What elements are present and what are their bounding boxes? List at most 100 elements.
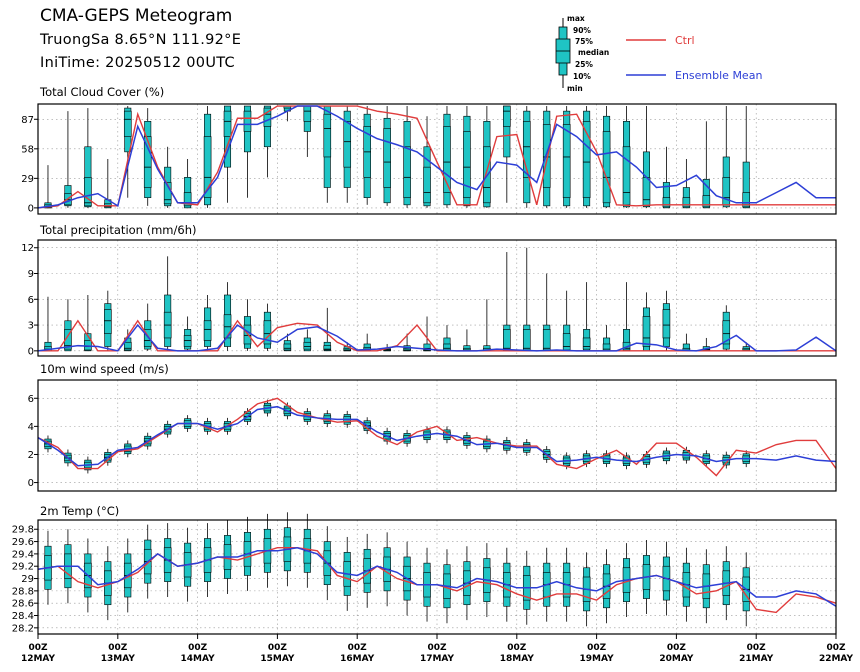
box-inner bbox=[64, 329, 72, 350]
panel-frame bbox=[37, 103, 837, 215]
box-outer bbox=[84, 146, 92, 208]
box-inner bbox=[522, 329, 531, 351]
box-plot bbox=[123, 106, 132, 198]
box-inner bbox=[642, 177, 651, 207]
box-inner bbox=[622, 146, 631, 206]
box-plot bbox=[403, 106, 411, 208]
box-inner bbox=[602, 343, 611, 352]
x-tick-date: 13MAY bbox=[101, 654, 136, 664]
box-inner bbox=[183, 192, 192, 207]
box-inner bbox=[323, 345, 332, 351]
box-plot bbox=[582, 282, 591, 352]
y-tick-label: 29 bbox=[21, 174, 34, 185]
box-plot bbox=[104, 290, 112, 351]
box-inner bbox=[562, 124, 571, 199]
box-plot bbox=[143, 303, 152, 351]
y-tick-label: 3 bbox=[28, 321, 34, 332]
y-tick-label: 6 bbox=[28, 295, 34, 306]
box-outer bbox=[662, 182, 670, 209]
x-tick-date: 14MAY bbox=[181, 654, 216, 664]
box-inner bbox=[183, 335, 192, 347]
legend-label-3: median bbox=[578, 48, 609, 57]
box-plot bbox=[363, 333, 371, 352]
box-plot bbox=[622, 282, 631, 352]
box-inner bbox=[503, 329, 511, 351]
box-inner bbox=[223, 110, 232, 137]
x-tick-hour: 00Z bbox=[826, 643, 846, 653]
meteogram-title: CMA-GEPS Meteogram bbox=[40, 6, 233, 26]
box-plot bbox=[263, 303, 272, 351]
x-tick-hour: 00Z bbox=[268, 643, 288, 653]
box-inner bbox=[343, 347, 352, 352]
box-inner bbox=[243, 110, 252, 132]
box-plot bbox=[562, 290, 571, 352]
ensemble-mean-line bbox=[37, 105, 836, 209]
box-plot bbox=[542, 273, 551, 352]
y-tick-label: 58 bbox=[21, 144, 34, 155]
box-inner bbox=[203, 136, 212, 199]
box-inner bbox=[203, 320, 212, 341]
box-plot bbox=[44, 165, 52, 209]
box-plot bbox=[742, 106, 751, 209]
box-plot bbox=[64, 111, 72, 208]
legend-label-2: 75% bbox=[575, 37, 593, 46]
box-inner bbox=[303, 105, 312, 122]
box-plot bbox=[582, 106, 591, 208]
box-inner bbox=[562, 333, 571, 351]
box-plot bbox=[662, 290, 671, 351]
box-plot bbox=[602, 325, 611, 352]
ensemble-mean-line bbox=[37, 323, 837, 352]
x-tick-hour: 00Z bbox=[108, 643, 128, 653]
box-inner bbox=[742, 192, 751, 208]
legend-label-5: 10% bbox=[573, 72, 591, 81]
box-inner bbox=[582, 337, 591, 350]
panel-frame bbox=[37, 239, 837, 357]
x-tick-date: 12MAY bbox=[21, 654, 56, 664]
box-inner bbox=[682, 197, 691, 208]
box-plot bbox=[722, 305, 731, 351]
y-tick-label: 28.4 bbox=[12, 611, 34, 622]
box-inner bbox=[84, 177, 92, 207]
box-inner bbox=[303, 341, 312, 350]
box-plot bbox=[323, 105, 332, 203]
box-plot bbox=[303, 329, 312, 352]
box-plot bbox=[84, 294, 92, 352]
box-plot bbox=[163, 146, 172, 208]
x-tick-date: 20MAY bbox=[659, 654, 694, 664]
box-inner bbox=[323, 113, 332, 158]
box-plot bbox=[64, 299, 72, 352]
y-tick-label: 0 bbox=[28, 478, 34, 489]
box-plot bbox=[562, 106, 571, 208]
x-tick-hour: 00Z bbox=[587, 643, 607, 653]
box-plot bbox=[443, 106, 451, 208]
box-plot bbox=[84, 108, 92, 208]
y-tick-label: 29.8 bbox=[12, 525, 34, 536]
x-axis: 00Z12MAY00Z13MAY00Z14MAY00Z15MAY00Z16MAY… bbox=[21, 634, 854, 664]
box-plot bbox=[682, 333, 691, 352]
box-plot bbox=[542, 106, 551, 208]
box-outer bbox=[702, 179, 710, 209]
box-plot bbox=[602, 106, 611, 208]
legend-label-1: 90% bbox=[573, 26, 591, 35]
box-inner bbox=[383, 128, 391, 188]
panel-frame bbox=[37, 379, 837, 492]
box-inner bbox=[642, 316, 651, 347]
box-plot bbox=[662, 146, 671, 209]
box-plot bbox=[443, 325, 451, 352]
panel-2: 10m wind speed (m/s) 0 2 4 6 bbox=[28, 362, 837, 492]
box-plot bbox=[503, 105, 511, 203]
box-plot bbox=[243, 105, 252, 198]
box-inner bbox=[84, 340, 92, 351]
box-plot bbox=[642, 292, 651, 352]
box-plot bbox=[702, 121, 711, 209]
x-tick-date: 21MAY bbox=[739, 654, 774, 664]
box-plot bbox=[363, 106, 371, 205]
box-inner bbox=[403, 146, 411, 199]
box-plot bbox=[642, 106, 651, 208]
y-tick-label: 4 bbox=[28, 422, 34, 433]
legend-label-4: 25% bbox=[575, 60, 593, 69]
y-tick-label: 87 bbox=[21, 115, 34, 126]
box-plot bbox=[503, 252, 511, 352]
box-inner bbox=[602, 131, 611, 204]
